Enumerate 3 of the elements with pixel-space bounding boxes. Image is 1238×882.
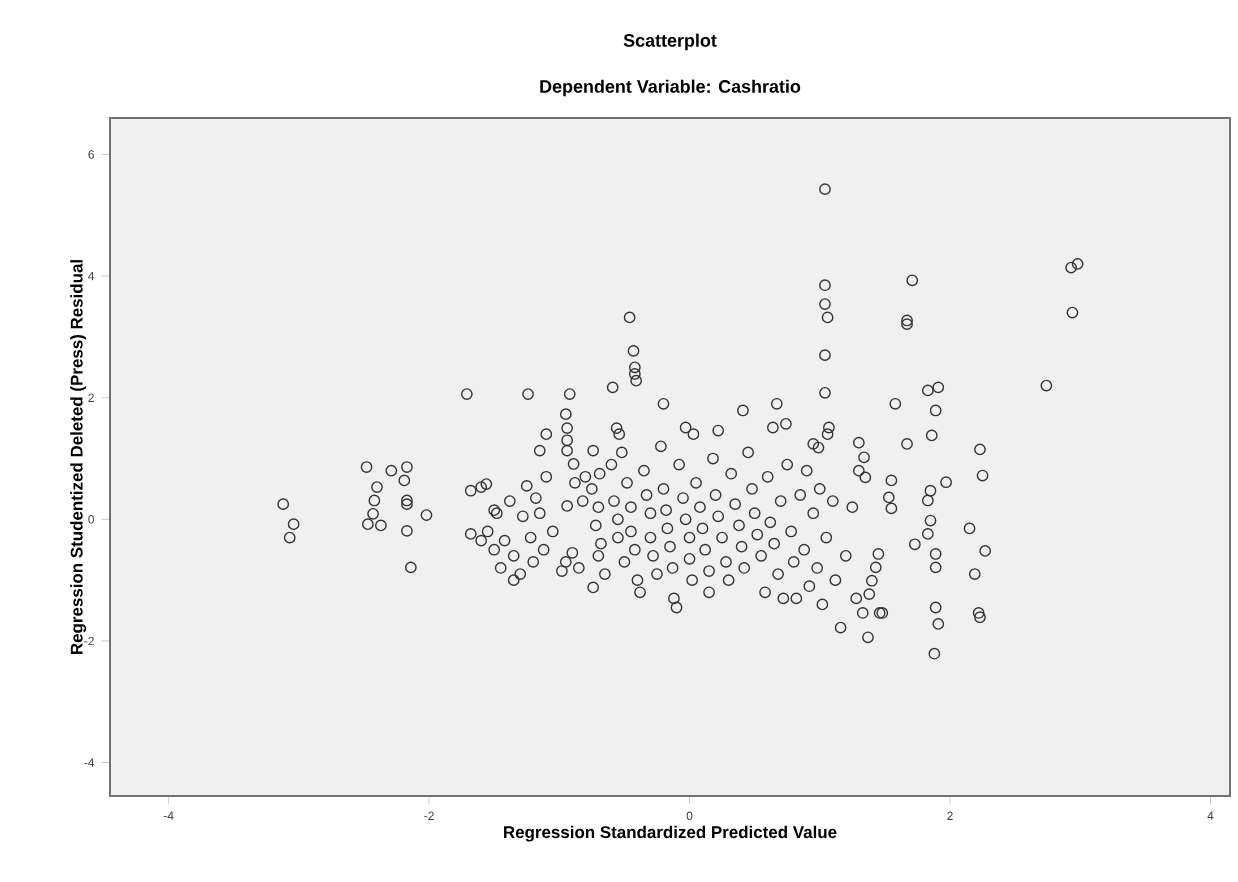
chart-subtitle: Dependent Variable: Cashratio bbox=[540, 79, 801, 97]
x-axis-title: Regression Standardized Predicted Value bbox=[504, 825, 837, 842]
chart-title: Scatterplot bbox=[623, 33, 717, 51]
